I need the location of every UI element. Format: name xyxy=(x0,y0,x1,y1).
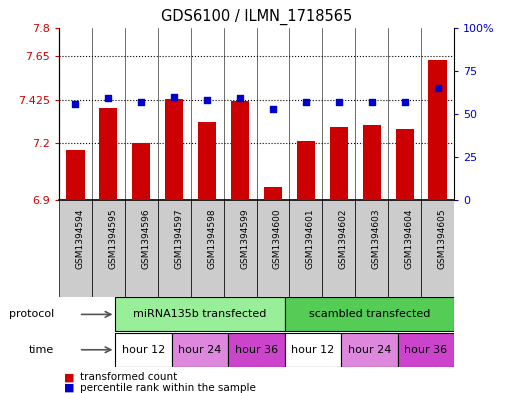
Point xyxy=(137,99,145,105)
Text: GSM1394596: GSM1394596 xyxy=(141,208,150,269)
Point xyxy=(334,99,343,105)
Bar xyxy=(341,333,398,367)
Text: time: time xyxy=(29,345,54,355)
Bar xyxy=(256,200,289,297)
Bar xyxy=(132,143,150,200)
Bar xyxy=(363,125,381,200)
Point xyxy=(433,85,442,91)
Text: ■: ■ xyxy=(64,383,74,393)
Bar xyxy=(100,108,117,200)
Bar xyxy=(285,298,454,331)
Text: GSM1394594: GSM1394594 xyxy=(75,208,85,269)
Bar xyxy=(330,127,348,200)
Point xyxy=(368,99,376,105)
Bar xyxy=(421,200,454,297)
Point xyxy=(203,97,211,103)
Text: hour 12: hour 12 xyxy=(122,345,165,355)
Bar xyxy=(297,141,315,200)
Text: hour 36: hour 36 xyxy=(404,345,447,355)
Text: scambled transfected: scambled transfected xyxy=(309,309,430,320)
Text: GSM1394598: GSM1394598 xyxy=(207,208,216,269)
Bar xyxy=(285,333,341,367)
Text: GSM1394603: GSM1394603 xyxy=(372,208,381,269)
Bar xyxy=(115,333,172,367)
Text: transformed count: transformed count xyxy=(80,372,177,382)
Bar xyxy=(158,200,191,297)
Bar xyxy=(59,200,92,297)
Bar xyxy=(396,129,413,200)
Point xyxy=(236,95,244,101)
Bar xyxy=(92,200,125,297)
Bar xyxy=(355,200,388,297)
Text: protocol: protocol xyxy=(9,309,54,320)
Point xyxy=(302,99,310,105)
Bar xyxy=(322,200,355,297)
Bar xyxy=(428,60,447,200)
Text: GSM1394599: GSM1394599 xyxy=(240,208,249,269)
Point xyxy=(269,106,277,112)
Bar xyxy=(228,333,285,367)
Text: GSM1394605: GSM1394605 xyxy=(438,208,446,269)
Title: GDS6100 / ILMN_1718565: GDS6100 / ILMN_1718565 xyxy=(161,9,352,25)
Bar xyxy=(172,333,228,367)
Text: GSM1394604: GSM1394604 xyxy=(405,208,413,269)
Point xyxy=(170,94,179,100)
Text: miRNA135b transfected: miRNA135b transfected xyxy=(133,309,267,320)
Text: GSM1394597: GSM1394597 xyxy=(174,208,183,269)
Text: GSM1394595: GSM1394595 xyxy=(108,208,117,269)
Bar xyxy=(165,99,183,200)
Bar xyxy=(115,298,285,331)
Bar xyxy=(289,200,322,297)
Text: GSM1394602: GSM1394602 xyxy=(339,208,348,269)
Text: hour 24: hour 24 xyxy=(348,345,391,355)
Bar xyxy=(231,101,249,200)
Point xyxy=(401,99,409,105)
Text: hour 36: hour 36 xyxy=(235,345,278,355)
Text: GSM1394601: GSM1394601 xyxy=(306,208,315,269)
Bar xyxy=(224,200,256,297)
Bar xyxy=(198,122,216,200)
Text: ■: ■ xyxy=(64,372,74,382)
Text: GSM1394600: GSM1394600 xyxy=(273,208,282,269)
Bar xyxy=(191,200,224,297)
Point xyxy=(104,95,112,101)
Bar xyxy=(66,151,85,200)
Text: hour 12: hour 12 xyxy=(291,345,334,355)
Bar xyxy=(388,200,421,297)
Bar xyxy=(398,333,454,367)
Point xyxy=(71,101,80,107)
Bar xyxy=(264,187,282,200)
Text: hour 24: hour 24 xyxy=(179,345,222,355)
Text: percentile rank within the sample: percentile rank within the sample xyxy=(80,383,255,393)
Bar xyxy=(125,200,158,297)
